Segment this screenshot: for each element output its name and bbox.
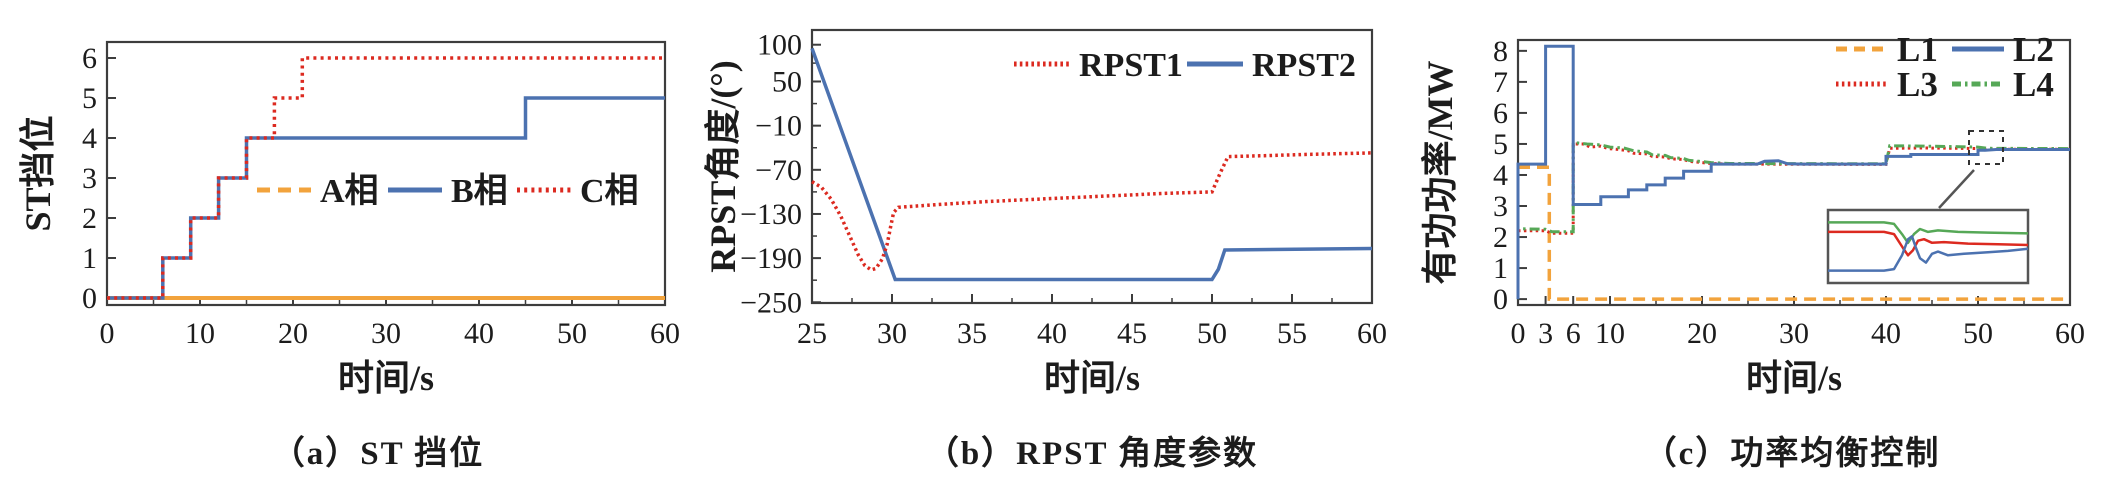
inset-box (1826, 208, 2030, 285)
y-tick-label: 4 (1493, 159, 1508, 192)
zoom-source-marker (1968, 130, 2004, 165)
x-tick-label: 10 (185, 317, 215, 350)
y-tick-label: 1 (1493, 252, 1508, 285)
legend-label-L1: L1 (1897, 30, 1938, 69)
y-tick-label: 3 (1493, 190, 1508, 223)
chart-b: 25 30 35 40 45 50 55 60 100 50 −10 −70 −130 −190 −250 时… (703, 29, 1387, 398)
x-tick-label: 0 (100, 317, 115, 350)
x-tick-label: 40 (464, 317, 494, 350)
x-tick-label: 20 (278, 317, 308, 350)
x-axis-label: 时间/s (338, 358, 434, 398)
inset-series-red (1828, 230, 2029, 257)
inset-series-blue (1828, 235, 2029, 272)
x-tick-label: 0 (1511, 317, 1526, 350)
x-tick-label: 55 (1277, 317, 1307, 350)
caption-chart-c: （c）功率均衡控制 (1643, 436, 1941, 472)
y-tick-label: 50 (772, 66, 802, 99)
y-tick-label: 7 (1493, 66, 1508, 99)
legend-label-L4: L4 (2013, 65, 2054, 104)
x-tick-label: 20 (1687, 317, 1717, 350)
y-tick-label: 6 (82, 42, 97, 75)
y-tick-label: 0 (1493, 283, 1508, 316)
series-L4-line (1516, 140, 2071, 300)
y-axis-label: RPST角度/(°) (703, 60, 743, 272)
x-tick-label: 45 (1117, 317, 1147, 350)
y-tick-label: −130 (740, 198, 802, 231)
x-tick-label: 30 (877, 317, 907, 350)
legend-label-RPST1: RPST1 (1079, 47, 1183, 84)
y-tick-label: 6 (1493, 97, 1508, 130)
y-axis-label: 有功功率/MW (1420, 61, 1460, 285)
callout-line (1938, 169, 1975, 209)
y-tick-label: 4 (82, 122, 97, 155)
y-tick-label: −250 (740, 286, 802, 319)
y-tick-label: −10 (755, 110, 802, 143)
y-axis-label: ST挡位 (18, 115, 58, 231)
y-tick-label: 8 (1493, 35, 1508, 68)
x-axis-label: 时间/s (1044, 358, 1140, 398)
y-tick-label: 3 (82, 162, 97, 195)
x-tick-label: 40 (1037, 317, 1067, 350)
series-C相-line (107, 56, 665, 300)
legend-label-RPST2: RPST2 (1252, 47, 1356, 84)
y-tick-label: 5 (1493, 128, 1508, 161)
legend-label-C相: C相 (580, 172, 639, 210)
x-tick-label: 25 (797, 317, 827, 350)
x-tick-label: 3 (1538, 317, 1553, 350)
y-tick-label: 0 (82, 282, 97, 315)
series-RPST1-line (811, 151, 1373, 272)
x-tick-label: 35 (957, 317, 987, 350)
caption-chart-b: （b）RPST 角度参数 (925, 436, 1259, 472)
x-tick-label: 10 (1595, 317, 1625, 350)
series-L2-line (1516, 44, 2070, 300)
y-tick-label: −190 (740, 242, 802, 275)
x-tick-label: 30 (1779, 317, 1809, 350)
legend-label-L2: L2 (2013, 30, 2054, 69)
x-tick-label: 40 (1871, 317, 1901, 350)
x-tick-label: 60 (1357, 317, 1387, 350)
y-tick-label: 2 (1493, 221, 1508, 254)
x-tick-label: 50 (1963, 317, 1993, 350)
y-tick-label: 2 (82, 202, 97, 235)
caption-chart-a: （a）ST 挡位 (271, 436, 485, 472)
inset-series-green (1828, 221, 2029, 245)
series-RPST2-line (810, 47, 1373, 282)
legend-label-L3: L3 (1897, 65, 1938, 104)
x-tick-label: 50 (557, 317, 587, 350)
x-axis-label: 时间/s (1746, 358, 1842, 398)
legend-label-A相: A相 (320, 172, 379, 210)
x-tick-label: 6 (1566, 317, 1581, 350)
y-tick-label: −70 (755, 154, 802, 187)
legend-label-B相: B相 (451, 172, 508, 210)
x-tick-label: 30 (371, 317, 401, 350)
x-tick-label: 50 (1197, 317, 1227, 350)
y-tick-label: 5 (82, 82, 97, 115)
x-tick-label: 60 (2055, 317, 2085, 350)
chart-a: 0 10 20 30 40 50 60 0 1 2 3 4 5 6 时间/s ST挡位 A相 B相 C相 (18, 40, 680, 398)
y-tick-label: 1 (82, 242, 97, 275)
y-tick-label: 100 (757, 29, 802, 62)
x-tick-label: 60 (650, 317, 680, 350)
